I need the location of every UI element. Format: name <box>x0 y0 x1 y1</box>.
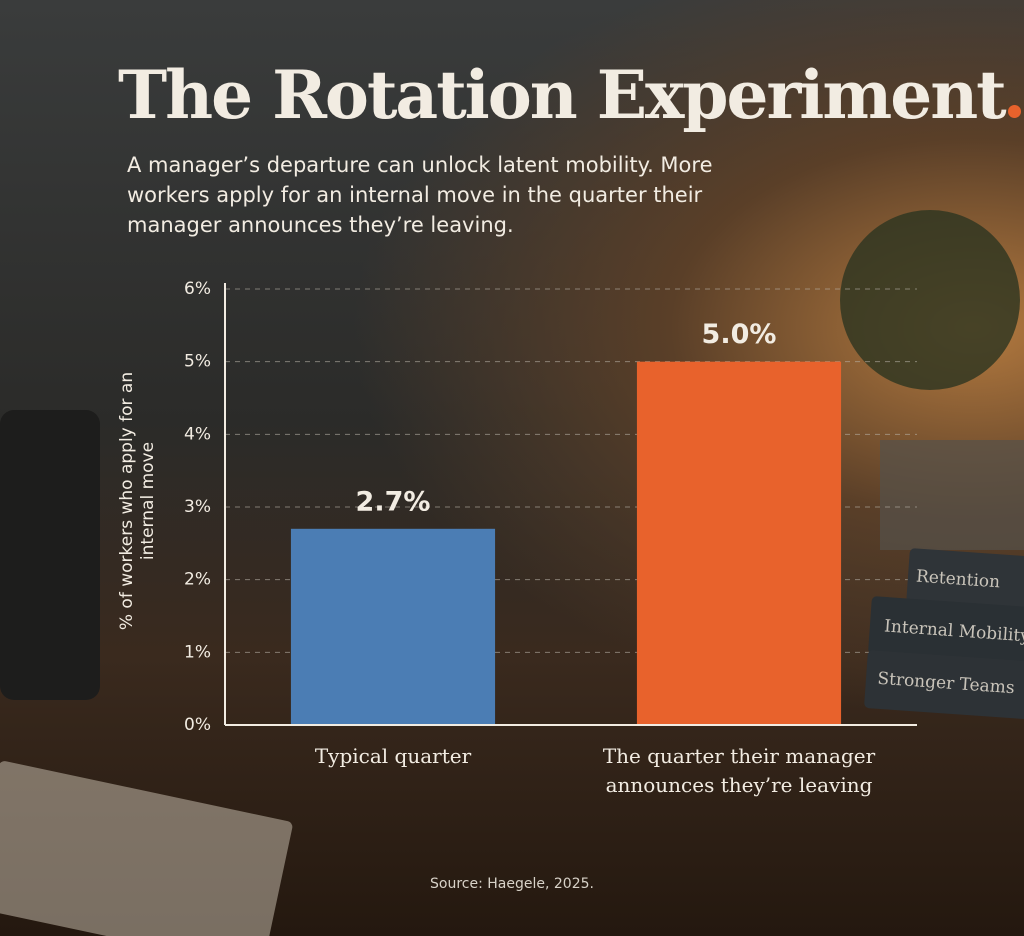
notebook <box>0 761 293 936</box>
mug <box>0 410 100 700</box>
y-tick-label: 6% <box>184 279 211 299</box>
book <box>864 650 1024 720</box>
y-axis-label: % of workers who apply for an internal m… <box>117 371 158 631</box>
bar <box>290 528 496 725</box>
y-tick-label: 3% <box>184 497 211 517</box>
y-tick-label: 1% <box>184 642 211 662</box>
y-tick-label: 2% <box>184 570 211 590</box>
subtitle: A manager’s departure can unlock latent … <box>127 153 713 237</box>
source: Source: Haegele, 2025. <box>430 876 594 892</box>
x-tick-label: Typical quarter <box>314 744 472 768</box>
title-block: The Rotation Experiment <box>118 56 1021 134</box>
book <box>906 548 1024 611</box>
plant-pot <box>880 440 1024 550</box>
value-label: 5.0% <box>702 319 777 350</box>
books: Retention Internal Mobility Stronger Tea… <box>864 548 1024 720</box>
accent-dot <box>1007 105 1021 118</box>
bar <box>636 361 842 725</box>
book <box>868 596 1024 666</box>
value-label: 2.7% <box>356 486 431 517</box>
plant <box>840 210 1020 390</box>
y-tick-label: 4% <box>184 424 211 444</box>
chart-title: The Rotation Experiment <box>118 56 1007 134</box>
y-tick-label: 5% <box>184 352 211 372</box>
x-tick-label: The quarter their manager announces they… <box>602 744 876 797</box>
y-tick-label: 0% <box>184 715 211 735</box>
